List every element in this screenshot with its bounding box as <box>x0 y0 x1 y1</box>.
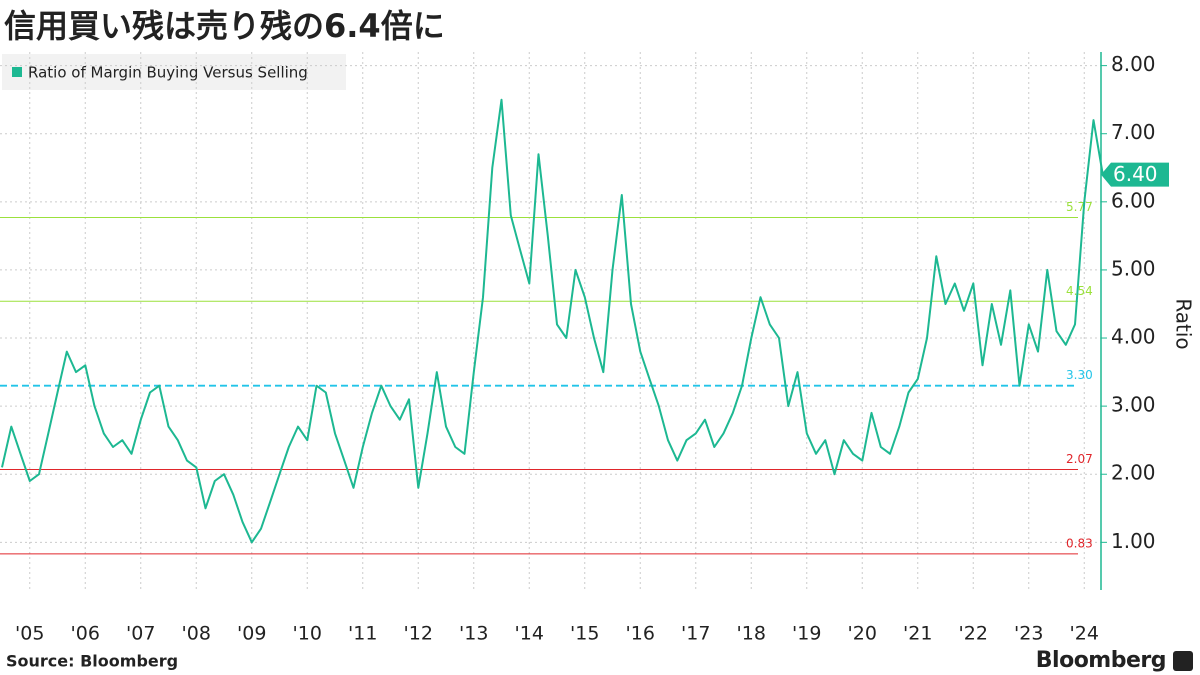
reference-label: 0.83 <box>1066 536 1093 550</box>
legend-box <box>2 54 346 90</box>
legend-label: Ratio of Margin Buying Versus Selling <box>28 64 308 82</box>
y-tick-label: 8.00 <box>1111 52 1156 76</box>
x-tick-label: '14 <box>515 623 544 645</box>
x-tick-label: '13 <box>459 623 488 645</box>
x-tick-label: '07 <box>126 623 155 645</box>
reference-label: 3.30 <box>1066 368 1093 382</box>
x-tick-label: '17 <box>681 623 710 645</box>
x-tick-label: '10 <box>293 623 322 645</box>
x-tick-label: '18 <box>737 623 766 645</box>
x-tick-label: '16 <box>626 623 655 645</box>
x-tick-label: '09 <box>237 623 266 645</box>
reference-label: 2.07 <box>1066 452 1093 466</box>
x-tick-label: '24 <box>1070 623 1099 645</box>
x-tick-label: '11 <box>348 623 377 645</box>
x-tick-label: '08 <box>182 623 211 645</box>
x-tick-label: '05 <box>15 623 44 645</box>
brand-icon <box>1173 651 1193 671</box>
x-tick-label: '22 <box>959 623 988 645</box>
data-line <box>1 98 1104 544</box>
last-value-label: 6.40 <box>1113 162 1158 186</box>
y-tick-label: 1.00 <box>1111 529 1156 553</box>
x-tick-label: '23 <box>1014 623 1043 645</box>
reference-label: 5.77 <box>1066 200 1093 214</box>
y-tick-label: 3.00 <box>1111 393 1156 417</box>
x-tick-label: '12 <box>404 623 433 645</box>
x-tick-label: '15 <box>570 623 599 645</box>
x-tick-label: '06 <box>71 623 100 645</box>
y-tick-label: 4.00 <box>1111 325 1156 349</box>
y-tick-label: 2.00 <box>1111 461 1156 485</box>
last-value-badge <box>1101 162 1169 187</box>
brand: Bloomberg <box>1036 648 1166 673</box>
y-axis-label: Ratio <box>1172 298 1196 349</box>
x-tick-label: '20 <box>848 623 877 645</box>
x-tick-label: '21 <box>903 623 932 645</box>
legend-swatch <box>12 67 22 77</box>
chart-title: 信用買い残は売り残の6.4倍に <box>4 7 445 45</box>
reference-label: 4.54 <box>1066 284 1093 298</box>
y-tick-label: 5.00 <box>1111 256 1156 280</box>
source: Source: Bloomberg <box>6 652 178 671</box>
y-tick-label: 6.00 <box>1111 188 1156 212</box>
y-tick-label: 7.00 <box>1111 120 1156 144</box>
x-tick-label: '19 <box>792 623 821 645</box>
